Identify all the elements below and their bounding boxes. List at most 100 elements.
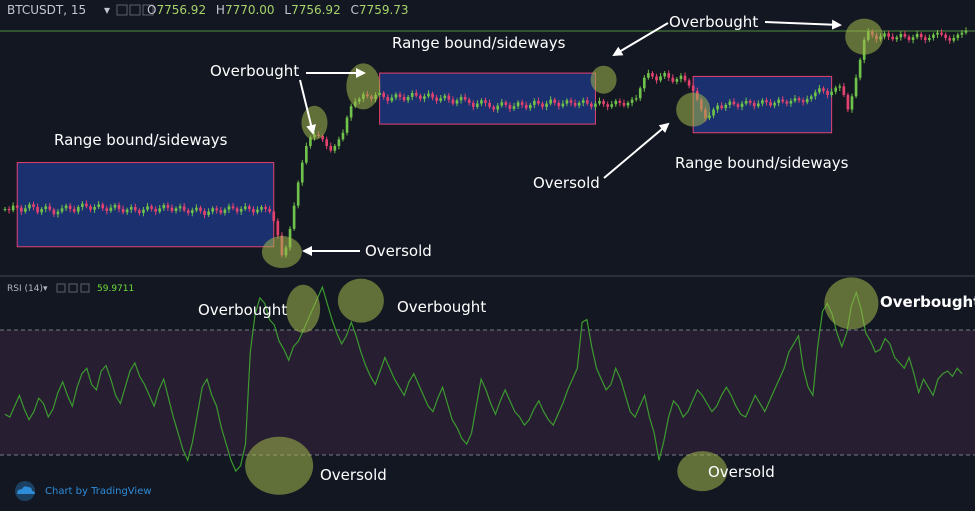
candle (484, 97, 487, 107)
candle (761, 98, 764, 107)
candle (243, 203, 247, 211)
candle (691, 83, 695, 95)
candle (32, 201, 35, 211)
candle (516, 100, 520, 109)
candle (573, 99, 577, 108)
rsi-highlights (245, 277, 879, 495)
candle (712, 107, 715, 119)
candle (247, 204, 251, 212)
price-highlight-3 (346, 63, 381, 110)
candle (541, 101, 544, 110)
rsi-label[interactable]: RSI (14) (7, 284, 43, 294)
candle (610, 100, 614, 109)
candle (626, 100, 630, 109)
candle (398, 91, 402, 101)
candle (7, 206, 11, 214)
candle (748, 98, 752, 106)
candle (687, 78, 691, 89)
candle (801, 97, 805, 106)
candle (765, 97, 768, 106)
candle (19, 204, 23, 215)
candle (940, 29, 943, 37)
rsi-hide-button[interactable] (68, 283, 78, 293)
close-label: C (351, 3, 359, 17)
candle (488, 99, 491, 109)
candle (850, 93, 854, 113)
candle (252, 206, 255, 216)
candle (443, 93, 447, 101)
annotation-range-1: Range bound/sideways (54, 131, 228, 149)
candle (569, 97, 573, 107)
candle (830, 88, 833, 97)
candle (85, 200, 88, 209)
symbol-dropdown-icon[interactable]: ▾ (104, 3, 110, 17)
watermark-text[interactable]: Chart by TradingView (45, 486, 152, 497)
hide-button[interactable] (129, 4, 141, 16)
candle (15, 203, 19, 211)
candle (956, 32, 960, 41)
candle (647, 69, 650, 80)
rsi-close-button[interactable] (80, 283, 90, 293)
arrow-overbought-2a (612, 22, 669, 57)
tradingview-watermark[interactable]: Chart by TradingView (15, 481, 152, 501)
candle (508, 102, 512, 113)
candle (789, 98, 793, 107)
price-highlight-6 (845, 18, 884, 55)
candle (231, 203, 235, 211)
candle (793, 94, 797, 103)
candle (121, 205, 125, 215)
candle (390, 94, 394, 103)
candle (447, 92, 451, 103)
candle (899, 31, 903, 41)
low-label: L (284, 3, 291, 17)
candle (781, 96, 785, 104)
rsi-annotation-oversold-2: Oversold (708, 463, 775, 481)
rsi-highlight-2 (337, 278, 384, 323)
candle (239, 206, 243, 215)
open-label: O (147, 3, 156, 17)
candle (476, 100, 479, 109)
symbol-label[interactable]: BTCUSDT, 15 (7, 3, 86, 17)
candle (117, 202, 121, 213)
candle (744, 97, 748, 106)
price-highlight-4 (590, 65, 617, 94)
candle (195, 204, 198, 213)
candle (720, 102, 724, 111)
rsi-band (0, 330, 975, 455)
candle (170, 204, 174, 213)
rsi-dropdown-icon[interactable]: ▾ (43, 284, 48, 294)
candle (919, 31, 923, 40)
candle (952, 34, 956, 43)
candle (215, 205, 219, 214)
candle (598, 97, 601, 106)
candle (24, 204, 27, 214)
candle (174, 206, 178, 214)
settings-button[interactable] (116, 4, 128, 16)
candle (260, 204, 263, 213)
candle (773, 100, 776, 109)
chart-header: BTCUSDT, 15 ▾ O7756.92 H7770.00 L7756.92… (7, 3, 409, 17)
rsi-highlight-5 (824, 277, 879, 330)
candle (903, 30, 907, 39)
candle (276, 218, 280, 239)
rsi-annotation-overbought-3: Overbought (880, 293, 975, 311)
close-button[interactable] (142, 4, 154, 16)
candle (496, 102, 500, 113)
candle (186, 208, 190, 216)
candle (834, 85, 838, 95)
candle (883, 31, 886, 40)
candle (642, 75, 646, 92)
candle (581, 97, 585, 107)
candle (223, 207, 227, 216)
candle (716, 102, 719, 113)
candle (634, 94, 638, 102)
price-annotations: Range bound/sideways Overbought Range bo… (54, 13, 849, 260)
rsi-settings-button[interactable] (56, 283, 66, 293)
candle (757, 100, 760, 109)
candle (736, 102, 740, 110)
annotation-range-3: Range bound/sideways (675, 154, 849, 172)
candle (667, 70, 671, 82)
candle (752, 100, 756, 110)
candle (887, 30, 890, 40)
